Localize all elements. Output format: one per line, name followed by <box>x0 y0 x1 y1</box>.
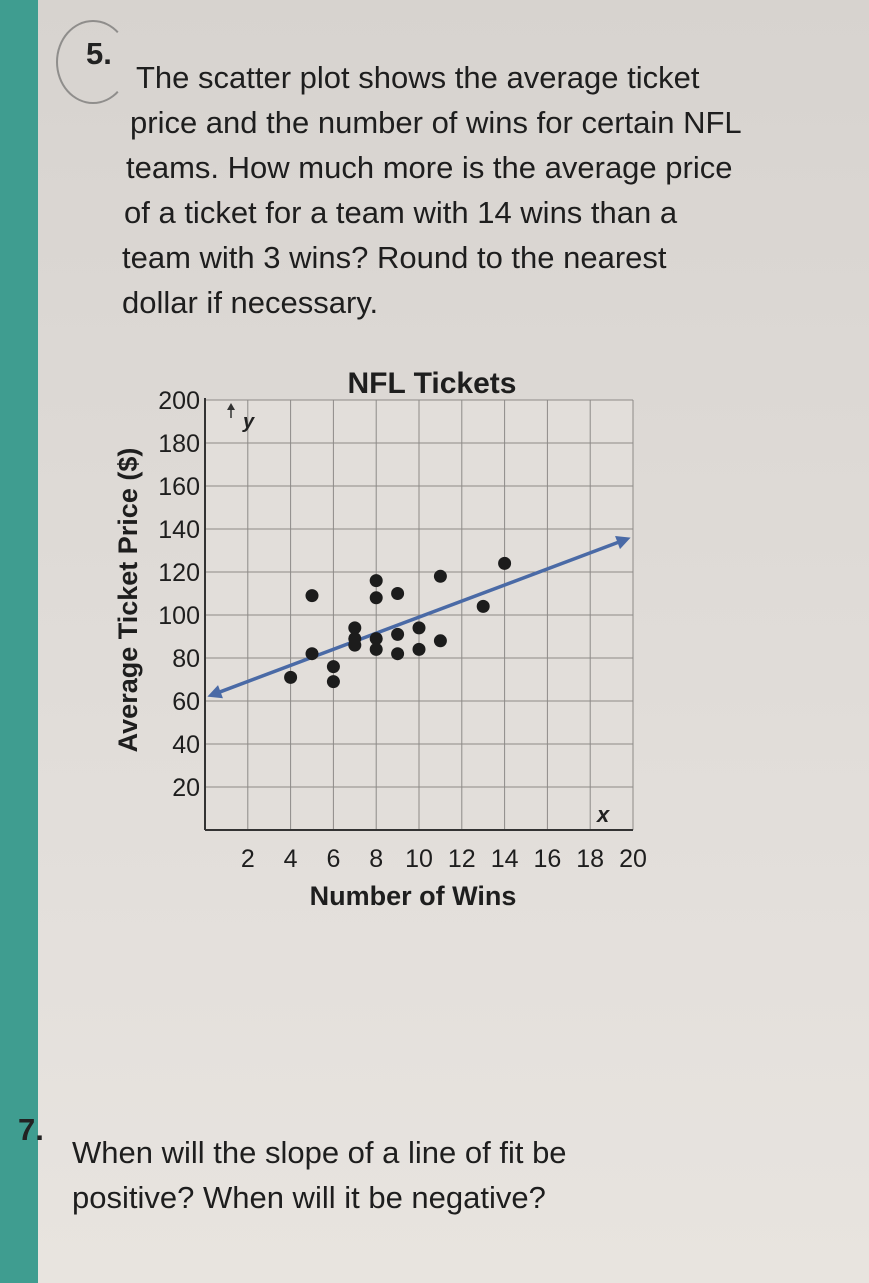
y-axis-letter: y <box>242 411 255 433</box>
data-point <box>498 556 512 570</box>
question-5-line: The scatter plot shows the average ticke… <box>136 60 700 95</box>
line-of-fit-arrowhead <box>615 536 631 550</box>
question-7-line: When will the slope of a line of fit be <box>72 1135 567 1170</box>
data-point <box>391 587 405 600</box>
y-tick-label: 100 <box>158 602 200 630</box>
data-point <box>476 599 490 613</box>
x-tick-label: 12 <box>448 845 476 873</box>
data-point <box>391 647 405 661</box>
y-tick-label: 200 <box>158 387 200 415</box>
question-5-line: dollar if necessary. <box>122 285 379 320</box>
y-tick-label: 120 <box>158 559 200 587</box>
question-5-number: 5. <box>86 36 112 71</box>
data-point <box>412 642 426 656</box>
data-point <box>305 589 319 603</box>
data-point <box>369 642 383 656</box>
pencil-circle-mark <box>56 20 130 104</box>
question-5-line: teams. How much more is the average pric… <box>126 150 733 185</box>
question-5-text: The scatter plot shows the average ticke… <box>122 55 742 325</box>
x-axis-letter: x <box>596 802 610 827</box>
question-5-line: of a ticket for a team with 14 wins than… <box>124 195 678 230</box>
question-7-text: When will the slope of a line of fit be … <box>72 1130 567 1220</box>
data-point <box>284 670 298 684</box>
data-point <box>433 634 447 648</box>
x-axis-title: Number of Wins <box>310 881 517 911</box>
x-tick-label: 16 <box>533 845 561 873</box>
line-of-fit <box>212 538 626 697</box>
x-tick-label: 4 <box>284 845 298 873</box>
y-tick-label: 180 <box>158 430 200 458</box>
data-point <box>369 632 383 646</box>
question-5-line: team with 3 wins? Round to the nearest <box>122 240 667 275</box>
y-tick-label: 20 <box>172 774 200 802</box>
x-tick-label: 10 <box>405 845 433 873</box>
chart-title: NFL Tickets <box>348 367 517 400</box>
y-axis-title: Average Ticket Price ($) <box>113 448 143 753</box>
x-tick-label: 2 <box>241 845 255 873</box>
question-5-line: price and the number of wins for certain… <box>130 105 742 140</box>
y-tick-label: 40 <box>172 731 200 759</box>
line-of-fit-arrowhead <box>207 685 223 699</box>
x-tick-label: 20 <box>619 845 647 873</box>
data-point <box>326 675 340 689</box>
y-tick-label: 160 <box>158 473 200 501</box>
data-point <box>433 569 447 583</box>
y-axis-arrow-icon <box>227 403 235 410</box>
data-point <box>348 632 362 646</box>
data-point <box>348 621 362 635</box>
x-tick-label: 6 <box>326 845 340 873</box>
data-point <box>305 647 319 661</box>
question-7-number: 7. <box>18 1112 44 1147</box>
y-tick-label: 140 <box>158 516 200 544</box>
data-point <box>369 574 383 588</box>
data-point <box>391 627 405 641</box>
y-tick-label: 60 <box>172 688 200 716</box>
x-tick-label: 14 <box>491 845 519 873</box>
question-7-line: positive? When will it be negative? <box>72 1180 546 1215</box>
x-tick-label: 18 <box>576 845 604 873</box>
x-tick-label: 8 <box>369 845 383 873</box>
y-tick-label: 80 <box>172 645 200 673</box>
data-point <box>412 621 426 635</box>
data-point <box>369 591 383 605</box>
data-point <box>326 660 340 674</box>
